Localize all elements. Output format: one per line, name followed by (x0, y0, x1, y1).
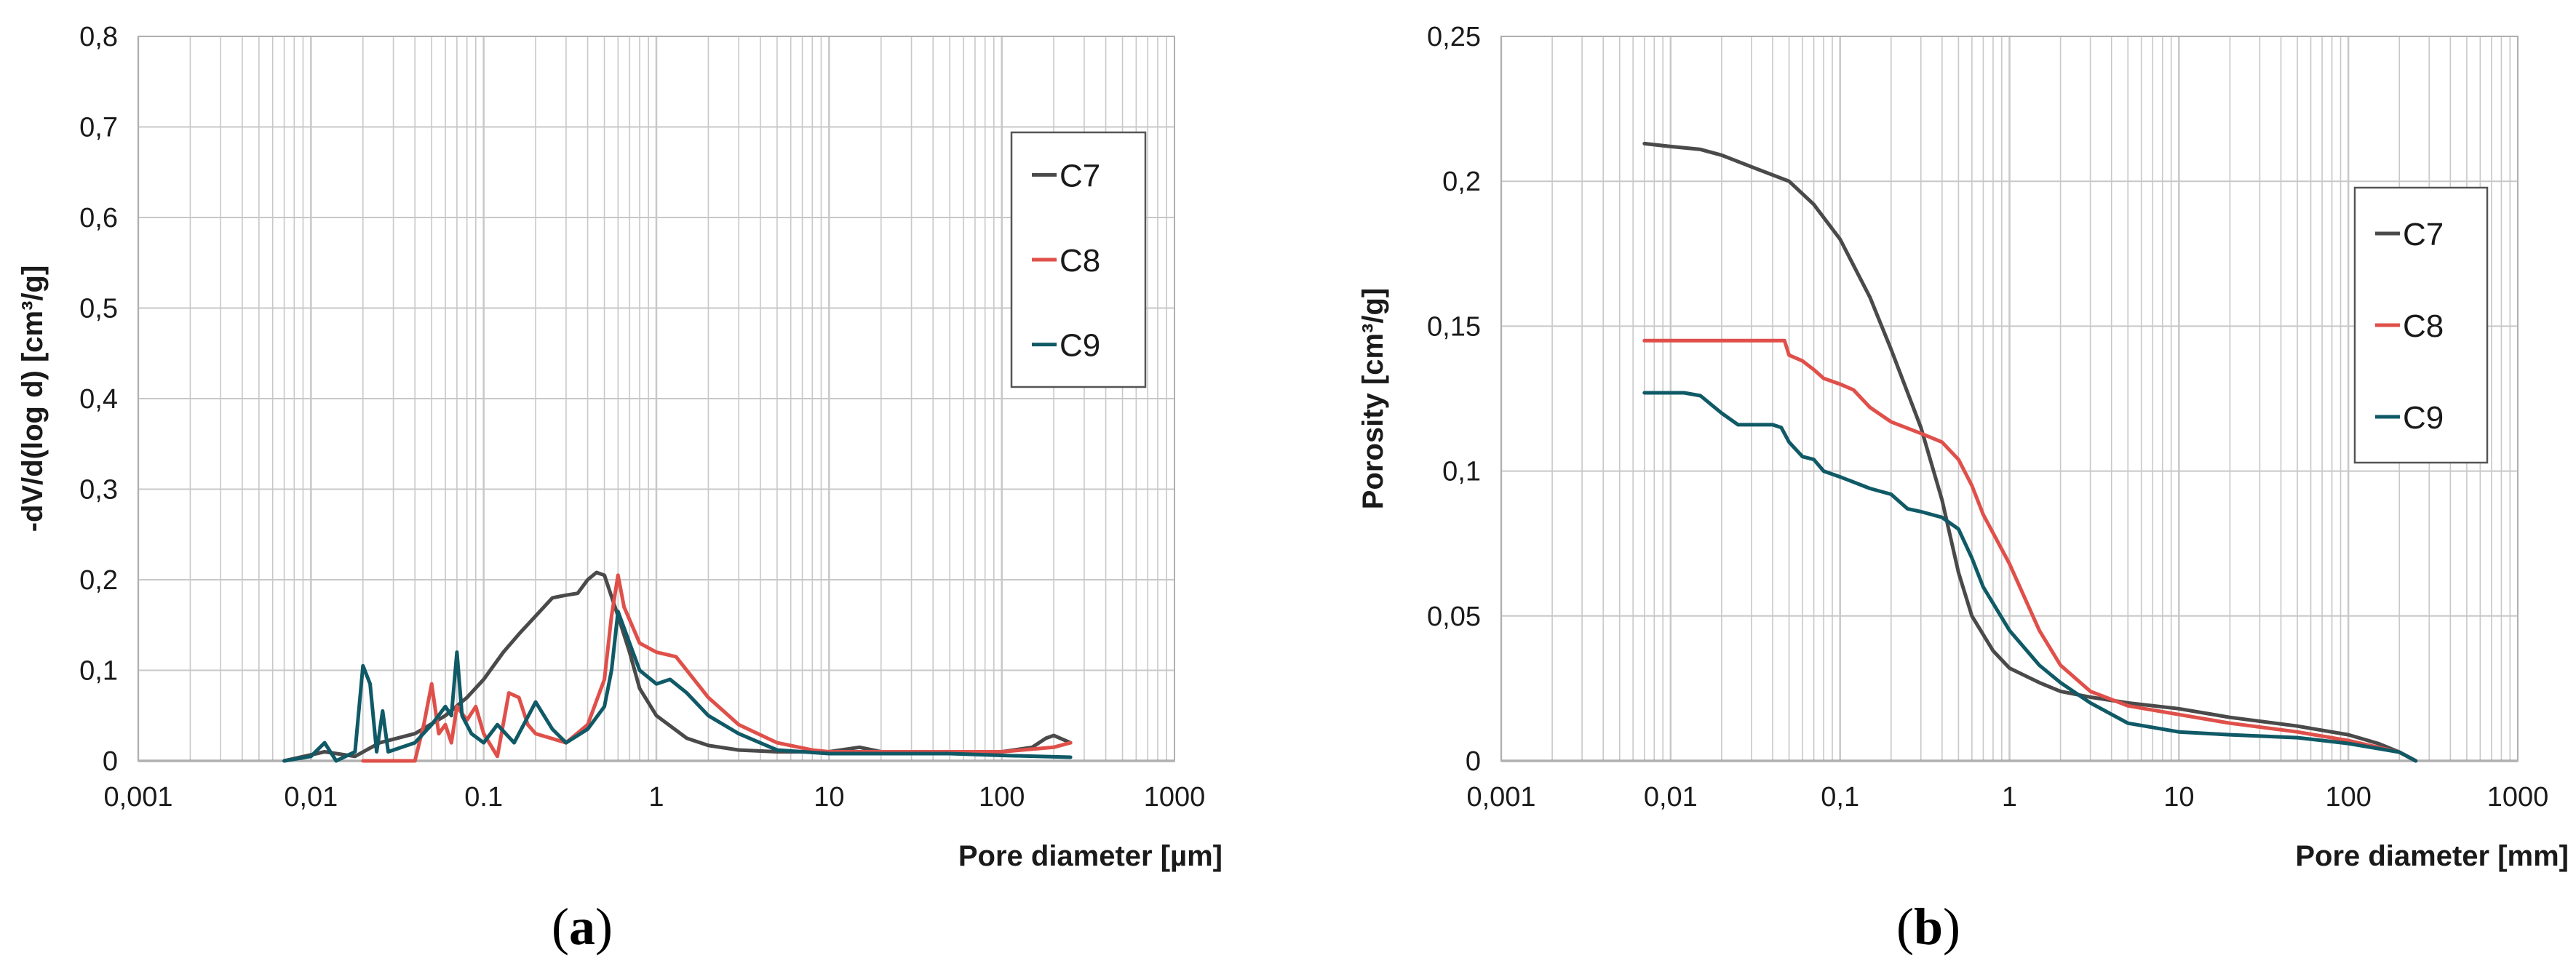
panel-b-legend-label-c7: C7 (2403, 217, 2444, 252)
panel-b-series (1642, 141, 2418, 763)
panel-a-x-tick-label: 100 (979, 782, 1025, 813)
panel-a-y-tick-label: 0 (103, 746, 118, 777)
panel-a-x-tick-label: 10 (814, 782, 844, 813)
panel-b-legend-label-c9: C9 (2403, 400, 2444, 436)
panel-a-y-tick-labels: 0 0,1 0,2 0,3 0,4 0,5 0,6 0,7 0,8 (79, 22, 118, 777)
panel-b-caption: (b) (1896, 898, 1960, 956)
panel-a-legend-label-c8: C8 (1060, 243, 1100, 279)
panel-a-y-tick-label: 0,2 (79, 565, 118, 596)
panel-a-y-tick-label: 0,1 (79, 656, 118, 687)
panel-a-series-c7-line (282, 570, 1073, 763)
panel-b-chart: 0,001 0,01 0,1 1 10 100 1000 0 0,05 0,1 0,15 0,2 0,… (1357, 22, 2569, 956)
panel-a-plot-area (138, 36, 1175, 762)
panel-a-series-c8-line (361, 573, 1073, 763)
panel-a-x-tick-labels: 0,001 0,01 0.1 1 10 100 1000 (103, 782, 1205, 813)
panel-b-y-tick-labels: 0 0,05 0,1 0,15 0,2 0,25 (1427, 22, 1481, 777)
panel-b-series-c7-line (1642, 141, 2418, 763)
panel-b-caption-letter: b (1914, 898, 1943, 956)
panel-b-y-tick-label: 0,15 (1427, 311, 1481, 342)
panel-a-chart: 0,001 0,01 0.1 1 10 100 1000 00,10,20,30,40,50… (17, 22, 1223, 956)
panel-b-x-tick-labels: 0,001 0,01 0,1 1 10 100 1000 (1466, 782, 2548, 813)
panel-a-y-tick-label: 0,5 (79, 294, 118, 324)
panel-b-x-tick-label: 100 (2325, 782, 2371, 813)
panel-a-caption-letter: a (569, 898, 595, 956)
panel-a-x-tick-label: 0,01 (284, 782, 338, 813)
panel-a-y-tick-label: 0,6 (79, 203, 118, 233)
panel-b-series-c9-line (1642, 391, 2418, 763)
panel-a-legend-label-c9: C9 (1060, 328, 1100, 364)
panel-b-legend: C7 C8 C9 (2353, 186, 2489, 464)
panel-a-series-c9-line (282, 610, 1073, 763)
panel-b-y-tick-label: 0,2 (1442, 167, 1481, 197)
panel-b-y-tick-label: 0 (1466, 746, 1481, 777)
panel-a-legend: C7 C8 C9 (1010, 131, 1147, 388)
panel-b-plot-area (1500, 36, 2519, 762)
panel-b-y-tick-label: 0,1 (1442, 457, 1481, 487)
panel-a-caption: (a) (552, 898, 613, 956)
panel-a-gridlines (137, 36, 1174, 762)
panel-b-legend-label-c8: C8 (2403, 308, 2444, 344)
panel-a-x-axis-label: Pore diameter [µm] (958, 840, 1223, 872)
panel-b-series-c8-line (1642, 338, 2418, 763)
panel-a-x-tick-label: 0.1 (464, 782, 503, 813)
panel-b-x-axis-label: Pore diameter [mm] (2295, 840, 2569, 872)
panel-a-y-tick-label: 0,3 (79, 475, 118, 506)
panel-a-y-tick-label: 0,7 (79, 113, 118, 143)
panel-b-x-tick-label: 0,1 (1821, 782, 1859, 813)
panel-a-x-tick-label: 1000 (1144, 782, 1206, 813)
panel-b-x-tick-label: 10 (2163, 782, 2194, 813)
panel-b-y-tick-label: 0,05 (1427, 602, 1481, 632)
panel-b-x-tick-label: 0,01 (1644, 782, 1698, 813)
panel-b-y-tick-label: 0,25 (1427, 22, 1481, 52)
panel-b-x-tick-label: 0,001 (1466, 782, 1535, 813)
panel-a-x-tick-label: 0,001 (103, 782, 172, 813)
panel-a-x-tick-label: 1 (648, 782, 664, 813)
panel-a-legend-label-c7: C7 (1060, 158, 1100, 193)
panel-a-series (282, 570, 1073, 763)
panel-b-y-axis-label: Porosity [cm³/g] (1357, 288, 1389, 509)
panel-b-x-tick-label: 1 (2002, 782, 2017, 813)
panel-a-y-tick-label: 0,4 (79, 384, 118, 415)
panel-a-y-axis-label: -dV/d(log d) [cm³/g] (17, 266, 49, 532)
panel-b-x-tick-label: 1000 (2487, 782, 2549, 813)
panel-a-y-tick-label: 0,8 (79, 22, 118, 52)
